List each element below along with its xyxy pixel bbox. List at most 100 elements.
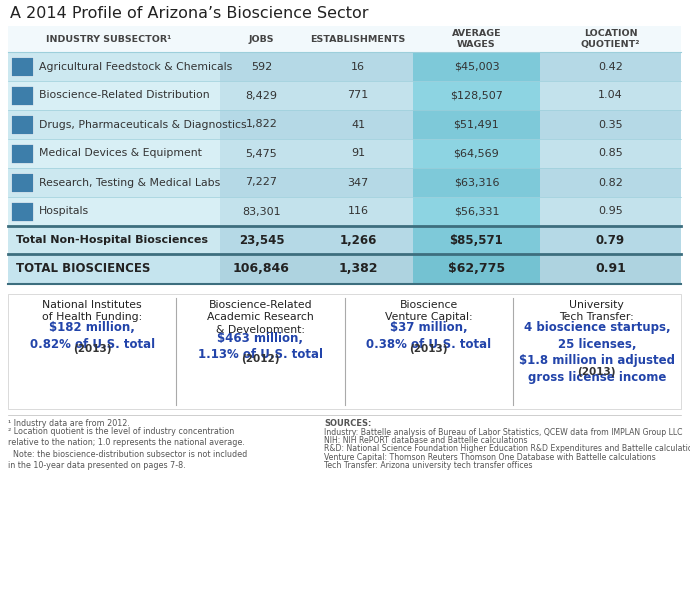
Bar [220, 81, 413, 110]
Bar [413, 226, 540, 254]
Text: 16: 16 [351, 62, 365, 72]
Bar [413, 26, 540, 52]
Text: 91: 91 [351, 148, 365, 158]
Bar [8, 168, 220, 197]
Text: LOCATION
QUOTIENT²: LOCATION QUOTIENT² [581, 29, 640, 48]
Text: Venture Capital: Thomson Reuters Thomson One Database with Battelle calculations: Venture Capital: Thomson Reuters Thomson… [324, 453, 656, 462]
Text: National Institutes
of Health Funding:: National Institutes of Health Funding: [42, 300, 142, 322]
Text: Bioscience
Venture Capital:: Bioscience Venture Capital: [385, 300, 473, 322]
Bar [11, 86, 33, 105]
Text: 116: 116 [348, 206, 368, 216]
Bar [11, 144, 33, 163]
Bar [540, 139, 681, 168]
Text: $182 million,
0.82% of U.S. total: $182 million, 0.82% of U.S. total [30, 321, 155, 350]
Text: 106,846: 106,846 [233, 263, 290, 276]
Bar [220, 26, 413, 52]
Text: $62,775: $62,775 [448, 263, 505, 276]
Text: SOURCES:: SOURCES: [324, 419, 372, 428]
Text: 1,822: 1,822 [246, 120, 277, 130]
Bar [8, 110, 220, 139]
Text: $37 million,
0.38% of U.S. total: $37 million, 0.38% of U.S. total [366, 321, 491, 350]
Bar [413, 254, 540, 284]
Bar [220, 139, 413, 168]
Text: ¹ Industry data are from 2012.: ¹ Industry data are from 2012. [8, 419, 130, 428]
Text: 8,429: 8,429 [246, 90, 277, 100]
Text: 0.85: 0.85 [598, 148, 623, 158]
Text: (2013): (2013) [578, 367, 616, 377]
Text: Bioscience-Related
Academic Research
& Development:: Bioscience-Related Academic Research & D… [207, 300, 314, 335]
Text: 347: 347 [347, 178, 368, 188]
Text: (2012): (2012) [241, 355, 279, 365]
Text: ² Location quotient is the level of industry concentration
relative to the natio: ² Location quotient is the level of indu… [8, 427, 247, 471]
Text: Total Non-Hospital Biosciences: Total Non-Hospital Biosciences [16, 235, 208, 245]
Text: A 2014 Profile of Arizona’s Bioscience Sector: A 2014 Profile of Arizona’s Bioscience S… [10, 6, 368, 21]
Text: INDUSTRY SUBSECTOR¹: INDUSTRY SUBSECTOR¹ [46, 35, 171, 44]
Text: TOTAL BIOSCIENCES: TOTAL BIOSCIENCES [16, 263, 150, 276]
Bar [540, 197, 681, 226]
Text: ESTABLISHMENTS: ESTABLISHMENTS [310, 35, 406, 44]
Bar [220, 168, 413, 197]
Text: Bioscience-Related Distribution: Bioscience-Related Distribution [39, 90, 210, 100]
Bar [540, 81, 681, 110]
Text: Agricultural Feedstock & Chemicals: Agricultural Feedstock & Chemicals [39, 62, 233, 72]
Bar [220, 52, 413, 81]
Text: 0.79: 0.79 [596, 233, 625, 246]
Bar [11, 173, 33, 192]
Text: Medical Devices & Equipment: Medical Devices & Equipment [39, 148, 202, 158]
Text: Industry: Battelle analysis of Bureau of Labor Statistics, QCEW data from IMPLAN: Industry: Battelle analysis of Bureau of… [324, 428, 683, 437]
Text: $51,491: $51,491 [453, 120, 500, 130]
Bar [8, 226, 220, 254]
Bar [11, 57, 33, 76]
Text: R&D: National Science Foundation Higher Education R&D Expenditures and Battelle : R&D: National Science Foundation Higher … [324, 444, 690, 453]
Bar [413, 52, 540, 81]
Bar [11, 115, 33, 134]
Bar [8, 52, 220, 81]
Text: 7,227: 7,227 [246, 178, 277, 188]
Text: 1.04: 1.04 [598, 90, 623, 100]
Text: NIH: NIH RePORT database and Battelle calculations: NIH: NIH RePORT database and Battelle ca… [324, 436, 528, 445]
Bar [220, 197, 413, 226]
Bar [220, 110, 413, 139]
Text: 0.42: 0.42 [598, 62, 623, 72]
Bar [413, 110, 540, 139]
Text: $463 million,
1.13% of U.S. total: $463 million, 1.13% of U.S. total [198, 331, 323, 361]
Bar [540, 110, 681, 139]
Text: 5,475: 5,475 [246, 148, 277, 158]
Text: 4 bioscience startups,
25 licenses,
$1.8 million in adjusted
gross license incom: 4 bioscience startups, 25 licenses, $1.8… [519, 321, 675, 383]
Bar [413, 81, 540, 110]
Bar [413, 168, 540, 197]
Text: 0.35: 0.35 [598, 120, 623, 130]
Bar [540, 168, 681, 197]
Text: Hospitals: Hospitals [39, 206, 89, 216]
Bar [8, 26, 220, 52]
Text: 0.91: 0.91 [595, 263, 626, 276]
Text: $64,569: $64,569 [453, 148, 500, 158]
Text: 1,382: 1,382 [338, 263, 377, 276]
Text: Drugs, Pharmaceuticals & Diagnostics: Drugs, Pharmaceuticals & Diagnostics [39, 120, 246, 130]
Text: 23,545: 23,545 [239, 233, 284, 246]
Text: $56,331: $56,331 [454, 206, 500, 216]
Bar [8, 81, 220, 110]
Text: JOBS: JOBS [249, 35, 274, 44]
Text: $45,003: $45,003 [454, 62, 500, 72]
Text: University
Tech Transfer:: University Tech Transfer: [560, 300, 634, 322]
Text: (2013): (2013) [73, 344, 111, 354]
Text: 0.95: 0.95 [598, 206, 623, 216]
Text: 41: 41 [351, 120, 365, 130]
Text: $128,507: $128,507 [450, 90, 503, 100]
Text: $85,571: $85,571 [450, 233, 504, 246]
Text: 83,301: 83,301 [242, 206, 281, 216]
Text: Tech Transfer: Arizona university tech transfer offices: Tech Transfer: Arizona university tech t… [324, 461, 533, 470]
Bar [8, 139, 220, 168]
Bar [540, 226, 681, 254]
Bar [413, 139, 540, 168]
Bar [11, 202, 33, 221]
Text: 1,266: 1,266 [339, 233, 377, 246]
Bar [413, 197, 540, 226]
Bar [540, 26, 681, 52]
Text: 592: 592 [251, 62, 272, 72]
Bar [540, 52, 681, 81]
Text: (2013): (2013) [409, 344, 448, 354]
Text: 771: 771 [347, 90, 368, 100]
Bar [540, 254, 681, 284]
